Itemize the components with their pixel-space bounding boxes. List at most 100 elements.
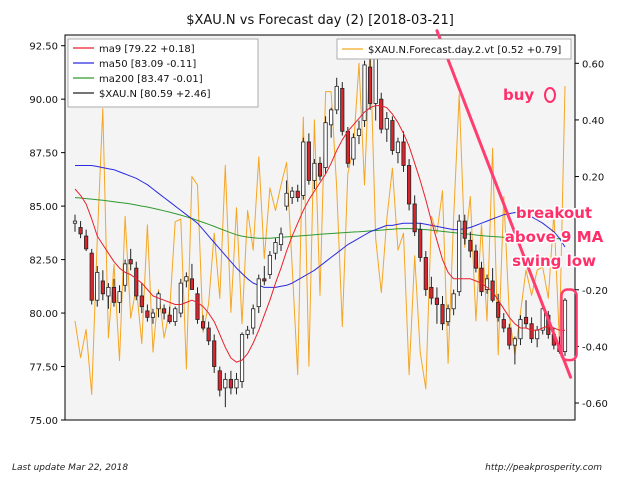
candle-body — [162, 308, 167, 314]
candle-body — [212, 340, 217, 367]
candle-body — [245, 329, 250, 335]
candle-body — [390, 120, 395, 151]
candle-body — [128, 259, 133, 265]
candle-body — [507, 327, 512, 346]
candle-body — [78, 227, 83, 235]
ma50-series-line — [75, 165, 566, 288]
candle-body — [200, 321, 206, 329]
legend-entry-label: ma50 [83.09 -0.11] — [99, 59, 196, 70]
breakout-annotation-line: above 9 MA — [505, 228, 604, 246]
candle-body — [156, 293, 161, 310]
candle-body — [479, 267, 484, 293]
right-tick-label: -0.40 — [582, 342, 608, 353]
candle-body — [484, 278, 490, 290]
candle-body — [418, 229, 423, 258]
candle-body — [440, 304, 445, 325]
right-tick-label: -0.60 — [582, 399, 608, 410]
candle-body — [100, 280, 105, 295]
left-legend: ma9 [79.22 +0.18] ma50 [83.09 -0.11] ma200… — [67, 38, 259, 108]
candle-body — [189, 278, 195, 290]
ma9-series-line — [74, 105, 565, 363]
candle-body — [84, 235, 89, 250]
candle-body — [134, 267, 139, 297]
candle-body — [306, 141, 311, 181]
candle-body — [312, 162, 317, 181]
candle-body — [317, 162, 323, 177]
candle-body — [368, 66, 373, 104]
right-tick-label: -0.20 — [582, 286, 608, 297]
candle-body — [117, 291, 122, 303]
candle-body — [334, 85, 339, 111]
candle-body — [451, 293, 456, 310]
candle-body — [379, 98, 384, 130]
breakout-annotation-line: breakout — [516, 204, 592, 222]
candle-body — [206, 327, 211, 342]
candle-body — [217, 370, 222, 391]
candle-body — [284, 192, 289, 207]
right-tick-label: 0.40 — [582, 116, 604, 127]
candle-body — [173, 308, 178, 323]
candle-body — [423, 257, 428, 290]
candle-body — [445, 308, 451, 323]
left-tick-label: 90.00 — [29, 95, 58, 106]
candle-body — [384, 118, 389, 130]
breakout-highlight-box — [560, 288, 578, 362]
left-tick-label: 77.50 — [29, 363, 58, 374]
left-tick-label: 82.50 — [29, 256, 58, 267]
candle-body — [395, 141, 401, 154]
candle-body — [429, 286, 434, 299]
candle-body — [223, 378, 228, 389]
candle-body — [301, 141, 306, 196]
candle-body — [290, 190, 295, 198]
candle-body — [150, 312, 156, 318]
candle-body — [111, 286, 117, 303]
legend-entry-label: ma9 [79.22 +0.18] — [99, 44, 195, 55]
candle-body — [195, 293, 200, 320]
candle-body — [184, 276, 189, 282]
candle-body — [278, 233, 284, 246]
candle-body — [340, 88, 345, 132]
chart-title: $XAU.N vs Forecast day (2) [2018-03-21] — [186, 13, 454, 28]
right-legend: $XAU.N.Forecast.day.2.vt [0.52 +0.79] — [336, 38, 572, 60]
right-tick-label: 0.60 — [582, 59, 604, 70]
breakout-annotation-line: swing low — [512, 252, 596, 270]
trendline-annotation — [435, 29, 573, 379]
candle-body — [267, 254, 272, 275]
candle-body — [412, 203, 417, 233]
candle-body — [234, 378, 239, 389]
candle-body — [139, 295, 144, 308]
left-tick-label: 85.00 — [29, 202, 58, 213]
candle-body — [228, 378, 233, 389]
candle-body — [457, 220, 462, 293]
forecast-series-line — [74, 45, 566, 395]
candle-body — [468, 239, 473, 252]
legend-entry-label: $XAU.N.Forecast.day.2.vt [0.52 +0.79] — [368, 45, 561, 56]
candle-body — [106, 286, 111, 297]
candle-body — [295, 190, 300, 198]
candle-body — [529, 323, 534, 340]
candle-body — [356, 128, 362, 136]
candle-body — [95, 272, 100, 301]
candle-body — [345, 130, 350, 164]
candle-body — [351, 137, 356, 160]
source-url-footer: http://peakprosperity.com — [485, 463, 602, 473]
left-tick-label: 87.50 — [29, 149, 58, 160]
left-tick-label: 80.00 — [29, 309, 58, 320]
candle-body — [167, 314, 172, 323]
left-tick-label: 75.00 — [29, 416, 58, 427]
candle-body — [512, 338, 517, 346]
candle-body — [251, 308, 256, 329]
buy-annotation-label: buy — [503, 86, 534, 104]
candle-body — [462, 220, 467, 239]
candle-body — [434, 297, 440, 305]
candle-body — [89, 252, 94, 301]
candle-body — [373, 51, 378, 104]
candle-body — [145, 310, 150, 318]
candle-body — [256, 278, 261, 308]
candle-body — [72, 220, 78, 224]
candle-body — [496, 301, 501, 318]
candle-body — [562, 299, 568, 352]
candle-body — [362, 64, 367, 121]
